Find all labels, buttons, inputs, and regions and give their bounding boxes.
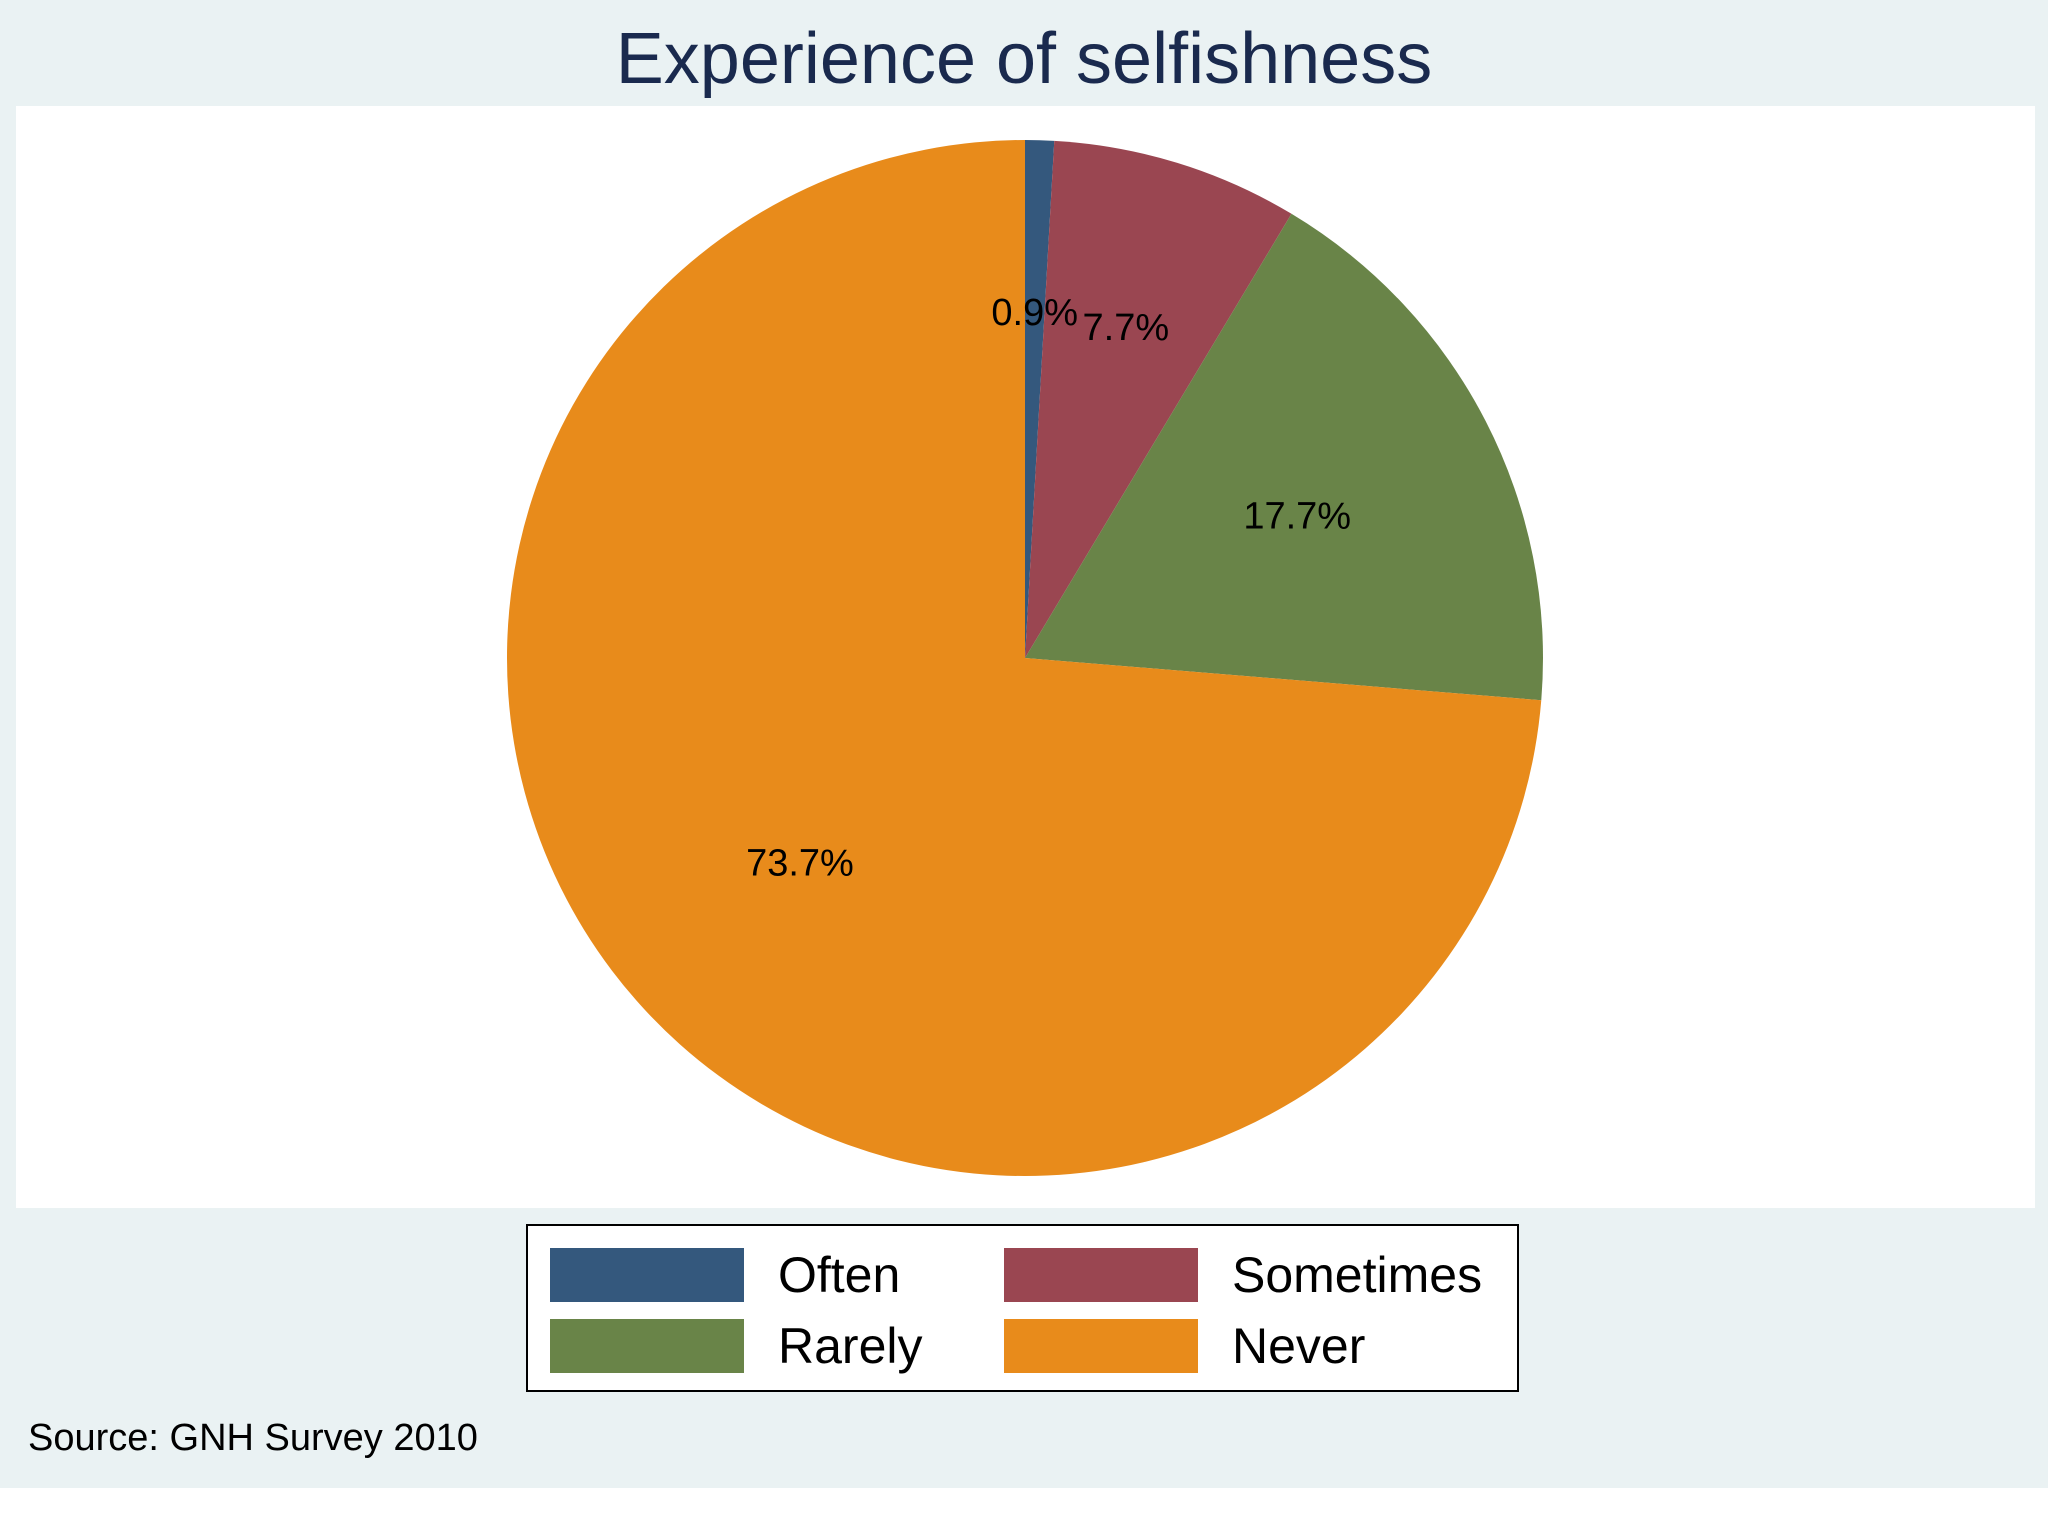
legend-swatch-rarely [550,1319,744,1373]
chart-title: Experience of selfishness [615,19,1433,99]
pie-slice-sometimes [1025,140,1292,658]
source-note: Source: GNH Survey 2010 [28,1417,478,1459]
legend: Often Sometimes Rarely Never [526,1224,1519,1392]
pie-slices [507,140,1543,1176]
legend-label-never: Never [1232,1318,1366,1374]
pie-chart: 0.9% 7.7% 17.7% 73.7% [507,140,1543,1176]
legend-label-often: Often [778,1247,901,1303]
pie-slice-labels: 0.9% 7.7% 17.7% 73.7% [746,292,1351,884]
chart-frame: Experience of selfishness 0.9% 7.7% 17.7% 7… [0,0,2048,1488]
slice-label-sometimes: 7.7% [1083,307,1170,349]
legend-swatch-never [1004,1319,1198,1373]
legend-swatch-sometimes [1004,1248,1198,1302]
legend-label-sometimes: Sometimes [1232,1247,1483,1303]
pie-slice-rarely [1025,213,1543,701]
pie-slice-never [507,140,1542,1176]
slice-label-rarely: 17.7% [1243,495,1351,537]
legend-swatch-often [550,1248,744,1302]
slice-label-often: 0.9% [991,292,1078,334]
legend-label-rarely: Rarely [778,1318,923,1374]
slice-label-never: 73.7% [746,842,854,884]
pie-slice-often [1025,140,1055,658]
plot-area: 0.9% 7.7% 17.7% 73.7% [16,106,2035,1208]
